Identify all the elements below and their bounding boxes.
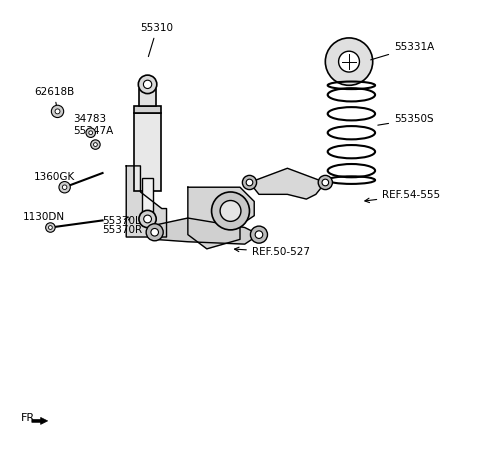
Text: 55370R: 55370R (103, 218, 143, 235)
Circle shape (151, 228, 158, 236)
Circle shape (89, 131, 93, 135)
Text: 62618B: 62618B (34, 87, 74, 109)
Text: 1360GK: 1360GK (34, 172, 75, 187)
Circle shape (144, 215, 152, 223)
Polygon shape (250, 168, 325, 199)
Circle shape (251, 226, 267, 243)
Circle shape (255, 231, 263, 238)
Circle shape (86, 128, 96, 137)
Circle shape (91, 140, 100, 149)
Text: 34783: 34783 (73, 114, 106, 130)
Circle shape (138, 75, 157, 93)
Circle shape (318, 175, 333, 190)
Circle shape (46, 223, 55, 232)
Circle shape (220, 201, 241, 221)
Polygon shape (126, 166, 167, 237)
Bar (134, 113, 161, 191)
Circle shape (212, 192, 250, 230)
Text: 55370L: 55370L (103, 216, 141, 226)
Circle shape (139, 210, 156, 228)
Circle shape (144, 80, 152, 89)
Circle shape (48, 226, 52, 229)
Text: 55347A: 55347A (73, 126, 113, 142)
Text: 55350S: 55350S (378, 114, 433, 125)
Bar (142, 178, 153, 216)
Circle shape (55, 109, 60, 114)
Bar (134, 106, 161, 113)
Text: FR.: FR. (21, 413, 38, 423)
Circle shape (242, 175, 257, 190)
Text: REF.50-527: REF.50-527 (235, 247, 310, 257)
Circle shape (338, 51, 360, 72)
Text: 55331A: 55331A (371, 42, 434, 60)
Polygon shape (188, 187, 254, 249)
Circle shape (59, 182, 70, 193)
Circle shape (94, 143, 97, 146)
Circle shape (246, 179, 253, 186)
Polygon shape (155, 218, 259, 244)
Circle shape (62, 185, 67, 190)
Circle shape (325, 38, 373, 85)
Circle shape (322, 179, 329, 186)
Circle shape (146, 224, 163, 241)
Circle shape (51, 105, 64, 118)
Text: 1130DN: 1130DN (23, 212, 65, 228)
Text: REF.54-555: REF.54-555 (365, 190, 440, 202)
Bar (139, 89, 156, 106)
Text: 55310: 55310 (141, 23, 174, 56)
